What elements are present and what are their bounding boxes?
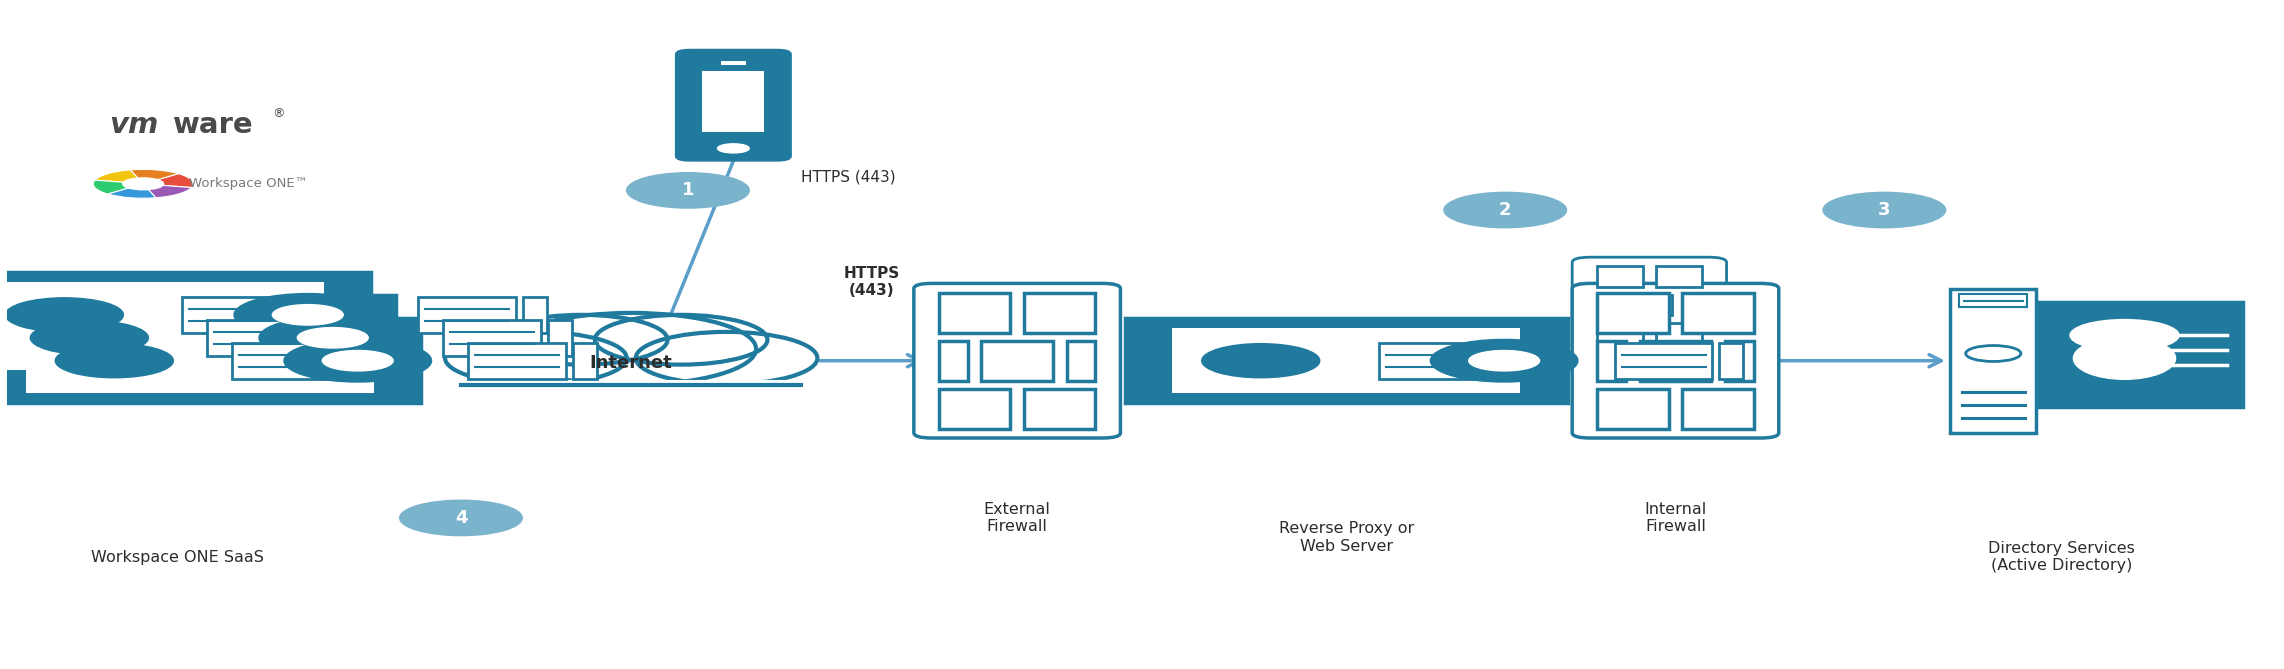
Bar xyxy=(1067,341,1096,381)
Bar xyxy=(573,343,596,379)
Ellipse shape xyxy=(445,332,626,384)
Bar xyxy=(233,343,329,379)
Bar xyxy=(523,297,548,332)
Bar xyxy=(1656,266,1702,287)
Wedge shape xyxy=(96,170,144,184)
Text: Reverse Proxy or
Web Server: Reverse Proxy or Web Server xyxy=(1279,521,1414,554)
Circle shape xyxy=(1430,339,1578,382)
Circle shape xyxy=(283,339,432,382)
Text: 3: 3 xyxy=(1877,201,1891,219)
Text: External
Firewall: External Firewall xyxy=(984,502,1051,534)
Bar xyxy=(722,60,747,65)
Circle shape xyxy=(272,304,343,325)
Bar xyxy=(0,282,324,347)
Bar xyxy=(701,71,765,132)
Text: HTTPS (443): HTTPS (443) xyxy=(802,170,895,185)
Bar xyxy=(1023,292,1096,332)
Text: 2: 2 xyxy=(1498,201,1512,219)
Text: 1: 1 xyxy=(681,181,694,199)
Bar xyxy=(1724,341,1754,381)
Ellipse shape xyxy=(594,315,767,365)
Text: Directory Services
(Active Directory): Directory Services (Active Directory) xyxy=(1987,541,2136,573)
Bar xyxy=(1626,295,1672,315)
Circle shape xyxy=(297,328,368,348)
Bar xyxy=(418,297,516,332)
Bar xyxy=(1615,343,1713,379)
Bar xyxy=(1686,295,1702,315)
FancyBboxPatch shape xyxy=(1571,257,1727,353)
Bar xyxy=(443,320,541,356)
Circle shape xyxy=(233,294,381,336)
FancyBboxPatch shape xyxy=(1571,284,1779,438)
Text: Internet: Internet xyxy=(589,354,671,372)
Bar xyxy=(939,292,1010,332)
Circle shape xyxy=(322,351,393,371)
Bar xyxy=(1597,341,1626,381)
Circle shape xyxy=(1967,345,2021,361)
FancyBboxPatch shape xyxy=(676,50,790,160)
Bar xyxy=(939,341,968,381)
Text: Workspace ONE™: Workspace ONE™ xyxy=(190,177,308,190)
Bar xyxy=(1380,343,1475,379)
Bar xyxy=(982,341,1053,381)
Bar xyxy=(25,328,375,393)
FancyBboxPatch shape xyxy=(1951,288,2037,433)
Bar xyxy=(468,343,566,379)
Text: ®: ® xyxy=(272,106,286,120)
Bar xyxy=(1720,343,1743,379)
Bar xyxy=(1597,323,1642,344)
Circle shape xyxy=(5,298,123,332)
Ellipse shape xyxy=(507,313,756,385)
Circle shape xyxy=(258,316,407,359)
FancyBboxPatch shape xyxy=(2040,302,2243,407)
Text: ware: ware xyxy=(174,111,254,139)
Bar xyxy=(1683,389,1754,429)
Bar xyxy=(1656,323,1702,344)
Circle shape xyxy=(123,178,164,190)
Bar xyxy=(939,389,1010,429)
Bar xyxy=(1960,294,2028,307)
Ellipse shape xyxy=(2074,337,2177,379)
Wedge shape xyxy=(94,180,144,194)
Circle shape xyxy=(400,500,523,536)
Bar xyxy=(0,306,349,370)
FancyBboxPatch shape xyxy=(0,318,420,403)
Bar xyxy=(1597,389,1670,429)
Circle shape xyxy=(2069,320,2179,351)
FancyBboxPatch shape xyxy=(1126,318,1567,403)
Circle shape xyxy=(717,144,749,153)
FancyBboxPatch shape xyxy=(0,295,395,381)
Wedge shape xyxy=(144,184,192,198)
Circle shape xyxy=(1201,344,1320,378)
Bar xyxy=(461,353,802,385)
Bar xyxy=(1023,389,1096,429)
Bar xyxy=(1640,341,1711,381)
FancyBboxPatch shape xyxy=(0,272,372,357)
Wedge shape xyxy=(107,184,155,198)
Bar xyxy=(1597,295,1613,315)
Wedge shape xyxy=(144,174,194,187)
Bar xyxy=(1597,292,1670,332)
Circle shape xyxy=(1443,193,1567,227)
Bar xyxy=(208,320,304,356)
Bar xyxy=(1172,328,1521,393)
Ellipse shape xyxy=(496,315,667,365)
Circle shape xyxy=(626,173,749,208)
FancyBboxPatch shape xyxy=(914,284,1121,438)
Text: Workspace ONE SaaS: Workspace ONE SaaS xyxy=(91,550,263,565)
Text: Internal
Firewall: Internal Firewall xyxy=(1644,502,1706,534)
Circle shape xyxy=(30,320,148,355)
Bar xyxy=(548,320,571,356)
Text: vm: vm xyxy=(110,111,158,139)
Ellipse shape xyxy=(635,332,818,384)
Bar xyxy=(1683,292,1754,332)
Bar xyxy=(183,297,281,332)
Bar xyxy=(1597,266,1642,287)
Wedge shape xyxy=(130,169,178,184)
Text: HTTPS
(443): HTTPS (443) xyxy=(843,266,900,298)
Circle shape xyxy=(1823,193,1946,227)
Circle shape xyxy=(1469,351,1539,371)
Text: 4: 4 xyxy=(455,509,468,527)
Circle shape xyxy=(55,344,174,378)
